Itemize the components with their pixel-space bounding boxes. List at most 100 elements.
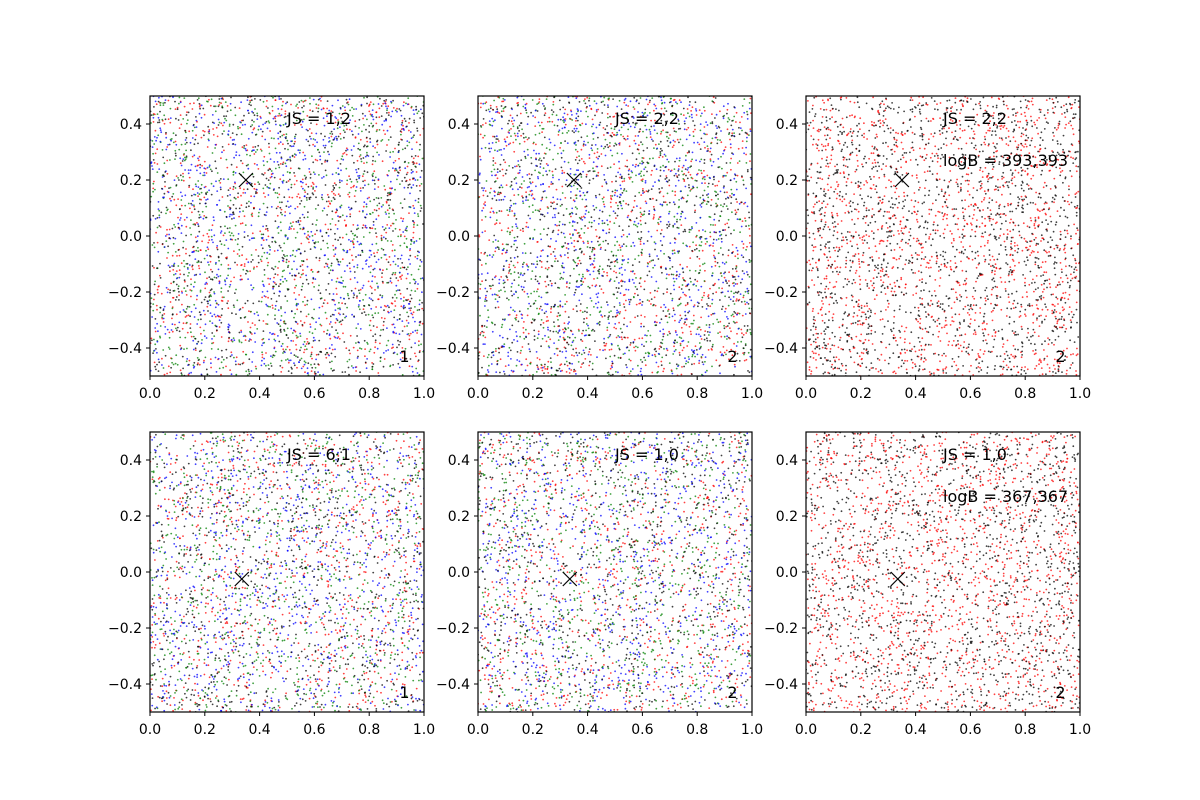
scatter-point xyxy=(401,274,403,277)
scatter-point xyxy=(392,331,395,334)
scatter-point xyxy=(673,280,676,283)
scatter-point xyxy=(171,317,173,320)
scatter-point xyxy=(484,201,486,204)
scatter-point xyxy=(349,213,352,216)
scatter-point xyxy=(366,140,369,143)
scatter-point xyxy=(314,339,316,342)
scatter-point xyxy=(253,187,256,190)
scatter-point xyxy=(510,127,512,130)
scatter-point xyxy=(325,317,328,320)
scatter-point xyxy=(541,369,544,372)
scatter-point xyxy=(406,171,409,174)
scatter-point xyxy=(640,223,642,226)
scatter-point xyxy=(260,260,263,263)
scatter-point xyxy=(164,118,167,121)
scatter-point xyxy=(733,282,735,284)
scatter-point xyxy=(382,324,385,327)
scatter-point xyxy=(414,256,417,258)
scatter-point xyxy=(338,112,341,115)
scatter-point xyxy=(542,326,545,329)
scatter-point xyxy=(208,239,211,242)
scatter-point xyxy=(739,127,742,129)
scatter-point xyxy=(181,195,184,198)
scatter-point xyxy=(287,370,290,372)
scatter-point xyxy=(284,235,287,238)
scatter-point xyxy=(587,227,589,230)
scatter-point xyxy=(599,348,601,351)
scatter-point xyxy=(309,326,312,328)
scatter-point xyxy=(541,143,544,146)
scatter-point xyxy=(406,287,409,290)
scatter-point xyxy=(230,338,233,341)
scatter-point xyxy=(258,319,261,322)
scatter-point xyxy=(156,171,159,174)
scatter-point xyxy=(196,235,199,238)
scatter-point xyxy=(640,285,642,288)
scatter-point xyxy=(329,228,332,231)
scatter-point xyxy=(478,351,481,353)
scatter-point xyxy=(217,124,220,126)
scatter-point xyxy=(353,161,355,164)
scatter-point xyxy=(260,117,262,119)
scatter-point xyxy=(346,102,348,104)
scatter-point xyxy=(333,128,335,131)
scatter-point xyxy=(732,315,735,318)
scatter-point xyxy=(254,98,256,100)
scatter-point xyxy=(633,199,636,202)
scatter-point xyxy=(345,147,348,150)
scatter-point xyxy=(346,251,349,254)
scatter-point xyxy=(416,112,419,115)
scatter-point xyxy=(293,362,295,365)
scatter-point xyxy=(190,219,192,222)
scatter-point xyxy=(180,213,183,216)
scatter-point xyxy=(271,172,274,175)
scatter-point xyxy=(316,141,318,144)
scatter-point xyxy=(326,120,329,123)
scatter-point xyxy=(164,333,167,335)
scatter-point xyxy=(712,96,715,98)
scatter-point xyxy=(228,331,231,334)
scatter-point xyxy=(529,181,531,184)
scatter-point xyxy=(700,316,702,319)
scatter-point xyxy=(680,326,683,329)
scatter-point xyxy=(249,331,252,334)
scatter-point xyxy=(387,192,389,195)
scatter-point xyxy=(332,298,335,301)
scatter-point xyxy=(703,280,706,282)
scatter-point xyxy=(390,281,393,284)
scatter-point xyxy=(191,137,194,139)
scatter-point xyxy=(660,130,663,133)
scatter-point xyxy=(335,184,337,186)
scatter-point xyxy=(288,206,290,209)
scatter-point xyxy=(504,290,506,293)
scatter-point xyxy=(220,314,223,317)
scatter-point xyxy=(281,270,284,273)
scatter-point xyxy=(171,313,174,315)
scatter-point xyxy=(639,211,642,214)
scatter-point xyxy=(182,158,185,161)
scatter-point xyxy=(313,371,316,373)
scatter-point xyxy=(657,365,660,368)
scatter-point xyxy=(377,285,379,288)
scatter-point xyxy=(409,358,412,360)
scatter-point xyxy=(715,359,718,362)
scatter-point xyxy=(341,113,343,116)
scatter-point xyxy=(713,231,716,233)
scatter-point xyxy=(736,313,738,316)
scatter-point xyxy=(723,324,725,327)
scatter-point xyxy=(200,187,202,190)
scatter-point xyxy=(481,273,483,275)
scatter-point xyxy=(410,172,413,174)
scatter-point xyxy=(349,278,352,281)
scatter-point xyxy=(414,342,416,344)
scatter-point xyxy=(280,208,283,211)
scatter-point xyxy=(286,139,289,142)
scatter-point xyxy=(208,299,211,302)
scatter-point xyxy=(399,340,402,343)
scatter-point xyxy=(483,355,485,357)
scatter-point xyxy=(221,106,224,109)
scatter-point xyxy=(248,358,251,361)
scatter-point xyxy=(658,348,661,350)
scatter-point xyxy=(670,370,673,373)
scatter-point xyxy=(230,373,233,376)
